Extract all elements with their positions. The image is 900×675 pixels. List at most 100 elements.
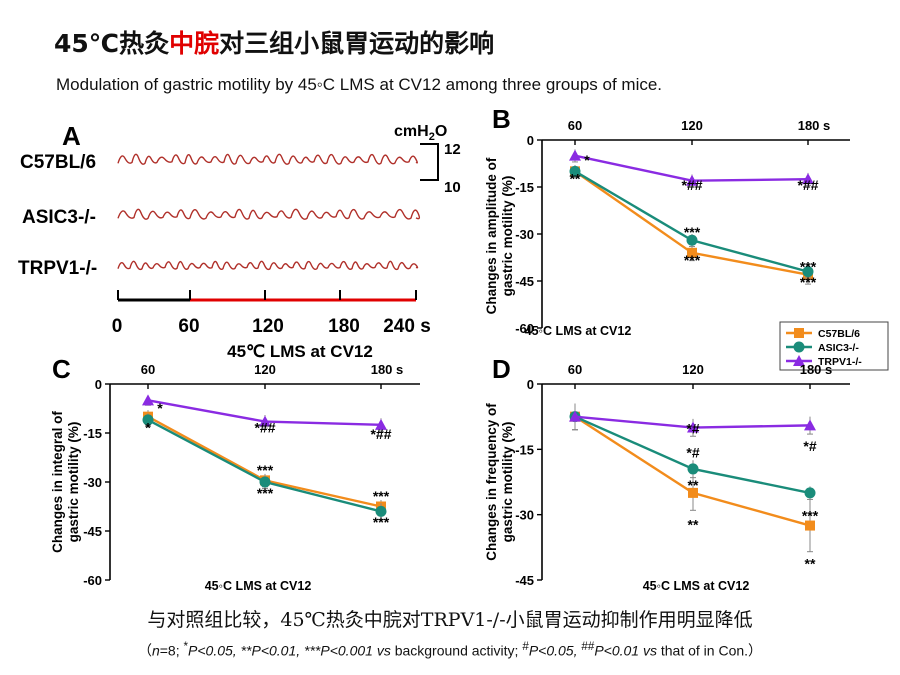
fn-bg: background activity; <box>390 642 523 659</box>
fn-p1: P<0.05, ** <box>188 642 252 659</box>
y-label-line: gastric motility (%) <box>500 176 515 297</box>
significance-label: *## <box>681 177 702 193</box>
chart-panel-c: C 0 -15 -30 -45 -60 60 120 180 s Changes in integ… <box>50 342 420 593</box>
x-tick-label: 60 <box>141 362 155 377</box>
data-point-ci <box>569 165 581 177</box>
significance-label: *** <box>257 485 274 501</box>
time-tick-label: 120 <box>252 316 284 337</box>
data-point-ci <box>804 487 816 499</box>
unit-part: cmH <box>394 123 429 140</box>
time-tick-label: 240 s <box>383 316 431 337</box>
chart-panel-b: B 0 -15 -30 -45 -60 60 120 180 s Changes in ampli… <box>484 104 889 371</box>
x-tick-label: 180 s <box>800 362 833 377</box>
significance-label: *** <box>802 508 819 524</box>
significance-label: *** <box>684 252 701 268</box>
significance-label: * <box>157 400 163 416</box>
fn-vs1: vs <box>376 642 391 659</box>
y-label-line: gastric motility (%) <box>66 422 81 543</box>
data-point-tr <box>569 410 581 422</box>
data-point-ci <box>686 234 698 246</box>
legend-label: C57BL/6 <box>818 328 860 340</box>
data-point-sq <box>688 487 698 498</box>
significance-label: *# <box>686 445 699 461</box>
fn-sup-star: * <box>183 640 189 653</box>
significance-label: *** <box>373 488 390 504</box>
significance-label: ** <box>805 556 816 572</box>
data-point-ci <box>259 476 271 488</box>
fn-vs2: vs <box>642 642 657 659</box>
significance-label: *** <box>684 224 701 240</box>
unit-sub: 2 <box>429 131 435 143</box>
data-point-ci <box>375 505 387 517</box>
significance-label: *## <box>370 426 391 442</box>
fn-p3: P<0.001 <box>320 642 377 659</box>
y-tick-label: 0 <box>527 133 534 148</box>
significance-label: * <box>145 419 151 435</box>
significance-label: *# <box>803 438 816 454</box>
y-tick-label: -15 <box>515 442 534 457</box>
fn-n: n <box>151 642 160 659</box>
x-tick-label: 180 s <box>371 362 404 377</box>
title-part-2: 对三组小鼠胃运动的影响 <box>219 29 495 58</box>
x-axis-label: 45◦C LMS at CV12 <box>525 324 632 338</box>
significance-label: *## <box>797 177 818 193</box>
x-tick-label: 180 s <box>798 118 831 133</box>
y-tick-label: -15 <box>515 180 534 195</box>
time-tick-label: 60 <box>178 316 199 337</box>
significance-label: *** <box>800 274 817 290</box>
y-tick-label: -45 <box>515 573 534 588</box>
motility-trace <box>117 153 418 165</box>
significance-label: ** <box>688 516 699 532</box>
panel-label: C <box>52 354 71 384</box>
slide-subtitle: Modulation of gastric motility by 45◦C L… <box>56 75 663 94</box>
y-tick-label: -45 <box>83 524 102 539</box>
trace-label: TRPV1-/- <box>18 258 97 279</box>
x-tick-label: 60 <box>568 362 582 377</box>
significance-label: ** <box>688 477 699 493</box>
x-tick-label: 60 <box>568 118 582 133</box>
data-point-ci <box>802 266 814 278</box>
motility-trace <box>117 208 421 220</box>
y-tick-label: -60 <box>515 321 534 336</box>
fn-p5: P<0.01 <box>594 642 643 659</box>
y-tick-label: -30 <box>515 227 534 242</box>
legend-label: TRPV1-/- <box>818 356 862 368</box>
y-axis-label: Changes in integral ofgastric motility (… <box>50 411 81 553</box>
data-point-tr <box>259 415 271 427</box>
time-tick-label: 0 <box>112 316 123 337</box>
panel-a-label: A <box>62 121 81 151</box>
fn-p4: P<0.05, <box>528 642 582 659</box>
significance-label: * <box>584 152 590 168</box>
scale-top-label: 12 <box>444 141 461 158</box>
unit-part: O <box>435 123 447 140</box>
y-label-line: Changes in integral of <box>50 411 65 553</box>
y-tick-label: -30 <box>83 475 102 490</box>
y-label-line: Changes in amplitude of <box>484 157 499 314</box>
legend-marker <box>794 328 804 338</box>
significance-label: *** <box>800 258 817 274</box>
x-axis-label: 45◦C LMS at CV12 <box>205 579 312 593</box>
legend: C57BL/6 ASIC3-/- TRPV1-/- <box>779 321 889 371</box>
legend-marker <box>793 341 805 353</box>
time-tick-label: 180 <box>328 316 360 337</box>
title-part-1: 45℃热灸 <box>54 29 170 58</box>
y-tick-label: -45 <box>515 274 534 289</box>
chart-panel-d: D 0 -15 -30 -45 60 120 180 s Changes in frequenc… <box>484 354 850 593</box>
panel-a-unit: cmH2O <box>394 123 447 143</box>
title-highlight: 中脘 <box>169 29 220 58</box>
data-point-tr <box>804 419 816 431</box>
significance-label: *# <box>686 421 699 437</box>
significance-label: *** <box>373 514 390 530</box>
y-axis-label: Changes in amplitude ofgastric motility … <box>484 157 515 314</box>
legend-label: ASIC3-/- <box>818 342 859 354</box>
fn-sup-dhash: ## <box>581 640 595 653</box>
data-point-tr <box>375 418 387 430</box>
scale-bar <box>420 143 439 181</box>
motility-trace <box>117 260 419 271</box>
y-axis-label: Changes in frequency ofgastric motility … <box>484 403 515 561</box>
trace-label: C57BL/6 <box>20 152 96 173</box>
data-point-ci <box>142 414 154 426</box>
data-point-tr <box>142 394 154 406</box>
